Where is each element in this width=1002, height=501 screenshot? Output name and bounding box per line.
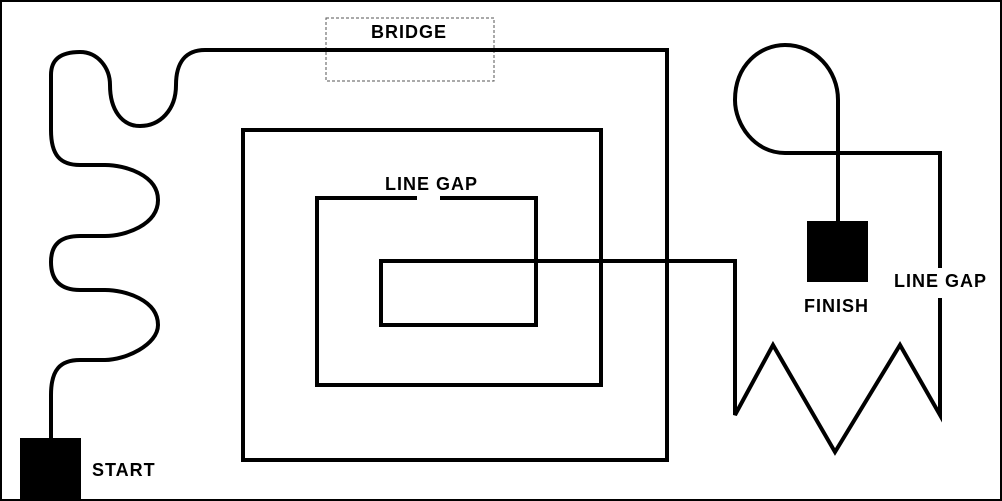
line-gap-right-label: LINE GAP: [894, 271, 987, 291]
finish-label: FINISH: [804, 296, 869, 316]
finish-block: [807, 221, 868, 282]
loop-section: [732, 42, 942, 268]
serpentine-section: [48, 48, 669, 462]
bridge-label: BRIDGE: [371, 22, 447, 42]
start-label: START: [92, 460, 156, 480]
inner-spiral-section: [379, 196, 942, 456]
line-gap-inner-label: LINE GAP: [385, 174, 478, 194]
start-block: [20, 438, 81, 500]
